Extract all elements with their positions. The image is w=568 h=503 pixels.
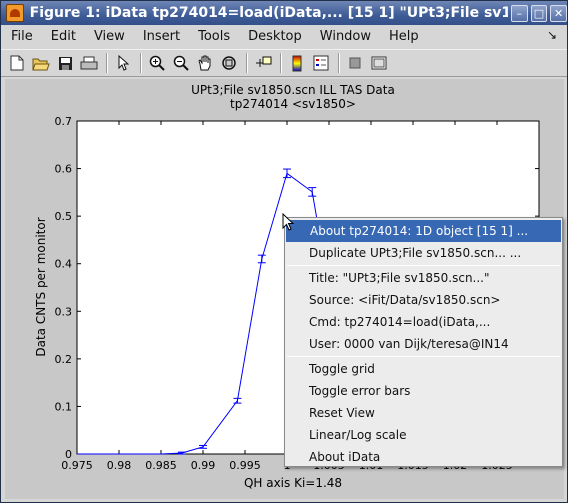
maximize-button[interactable]: □ [530,4,548,22]
x-tick-label: 0.975 [61,459,93,472]
menu-desktop[interactable]: Desktop [248,29,302,44]
y-tick-label: 0.7 [55,115,73,128]
x-tick-label: 0.995 [229,459,261,472]
menu-insert[interactable]: Insert [142,29,181,44]
y-tick-label: 0.3 [55,305,73,318]
menu-edit[interactable]: Edit [50,29,76,44]
save-icon[interactable] [54,52,76,74]
y-tick-label: 0.5 [55,210,73,223]
select-arrow-icon[interactable] [112,52,134,74]
toolbar-separator [140,53,142,73]
x-tick-label: 0.98 [107,459,132,472]
ctx-duplicate[interactable]: Duplicate UPt3;File sv1850.scn... ... [309,246,522,260]
toolbar-separator [338,53,340,73]
ctx-toggle-error-bars[interactable]: Toggle error bars [309,384,411,398]
context-menu: About tp274014: 1D object [15 1] ... Dup… [284,217,563,467]
menu-view[interactable]: View [93,29,125,44]
pan-hand-icon[interactable] [194,52,216,74]
x-tick-label: 0.985 [145,459,177,472]
close-button[interactable]: ✕ [550,4,567,22]
y-tick-label: 0 [65,448,72,461]
menu-window[interactable]: Window [319,29,372,44]
y-tick-label: 0.2 [55,353,73,366]
zoom-in-icon[interactable] [146,52,168,74]
data-cursor-icon[interactable] [252,52,274,74]
menu-tools[interactable]: Tools [198,29,231,44]
ctx-about-idata[interactable]: About iData [309,450,381,464]
menu-bar: File Edit View Insert Tools Desktop Wind… [1,25,567,48]
chart-subtitle: tp274014 <sv1850> [230,97,356,111]
new-figure-icon[interactable] [6,52,28,74]
y-tick-label: 0.6 [55,163,73,176]
colorbar-icon[interactable] [286,52,308,74]
menu-help[interactable]: Help [389,29,419,44]
window-title: Figure 1: iData tp274014=load(iData,... … [29,5,508,21]
dock-figure-icon[interactable]: ↘ [546,28,557,42]
ctx-separator [287,265,560,266]
ctx-reset-view[interactable]: Reset View [309,406,375,420]
legend-icon[interactable] [310,52,332,74]
zoom-out-icon[interactable] [170,52,192,74]
x-axis-label: QH axis Ki=1.48 [244,476,342,490]
y-axis-label: Data CNTS per monitor [34,217,48,356]
ctx-source[interactable]: Source: <iFit/Data/sv1850.scn> [309,293,501,307]
toolbar-separator [106,53,108,73]
print-icon[interactable] [78,52,100,74]
toolbar-separator [280,53,282,73]
chart-title: UPt3;File sv1850.scn ILL TAS Data [191,83,395,97]
ctx-user[interactable]: User: 0000 van Dijk/teresa@IN14 [309,337,509,351]
menu-file[interactable]: File [11,29,33,44]
title-bar[interactable]: Figure 1: iData tp274014=load(iData,... … [1,1,567,25]
minimize-button[interactable]: – [510,4,528,22]
hide-plot-tools-icon[interactable] [344,52,366,74]
y-tick-label: 0.4 [55,258,73,271]
ctx-cmd[interactable]: Cmd: tp274014=load(iData,... [309,315,491,329]
x-tick-label: 0.99 [191,459,216,472]
ctx-about-object[interactable]: About tp274014: 1D object [15 1] ... [286,220,561,242]
figure-toolbar [1,49,567,77]
ctx-linear-log-scale[interactable]: Linear/Log scale [309,428,407,442]
ctx-toggle-grid[interactable]: Toggle grid [309,362,375,376]
show-plot-tools-icon[interactable] [368,52,390,74]
matlab-logo-icon[interactable] [6,4,24,22]
ctx-separator [287,356,560,357]
y-tick-label: 0.1 [55,400,73,413]
toolbar-separator [246,53,248,73]
rotate-3d-icon[interactable] [218,52,240,74]
open-file-icon[interactable] [30,52,52,74]
mouse-pointer-icon [282,213,295,231]
ctx-title[interactable]: Title: "UPt3;File sv1850.scn..." [309,271,490,285]
